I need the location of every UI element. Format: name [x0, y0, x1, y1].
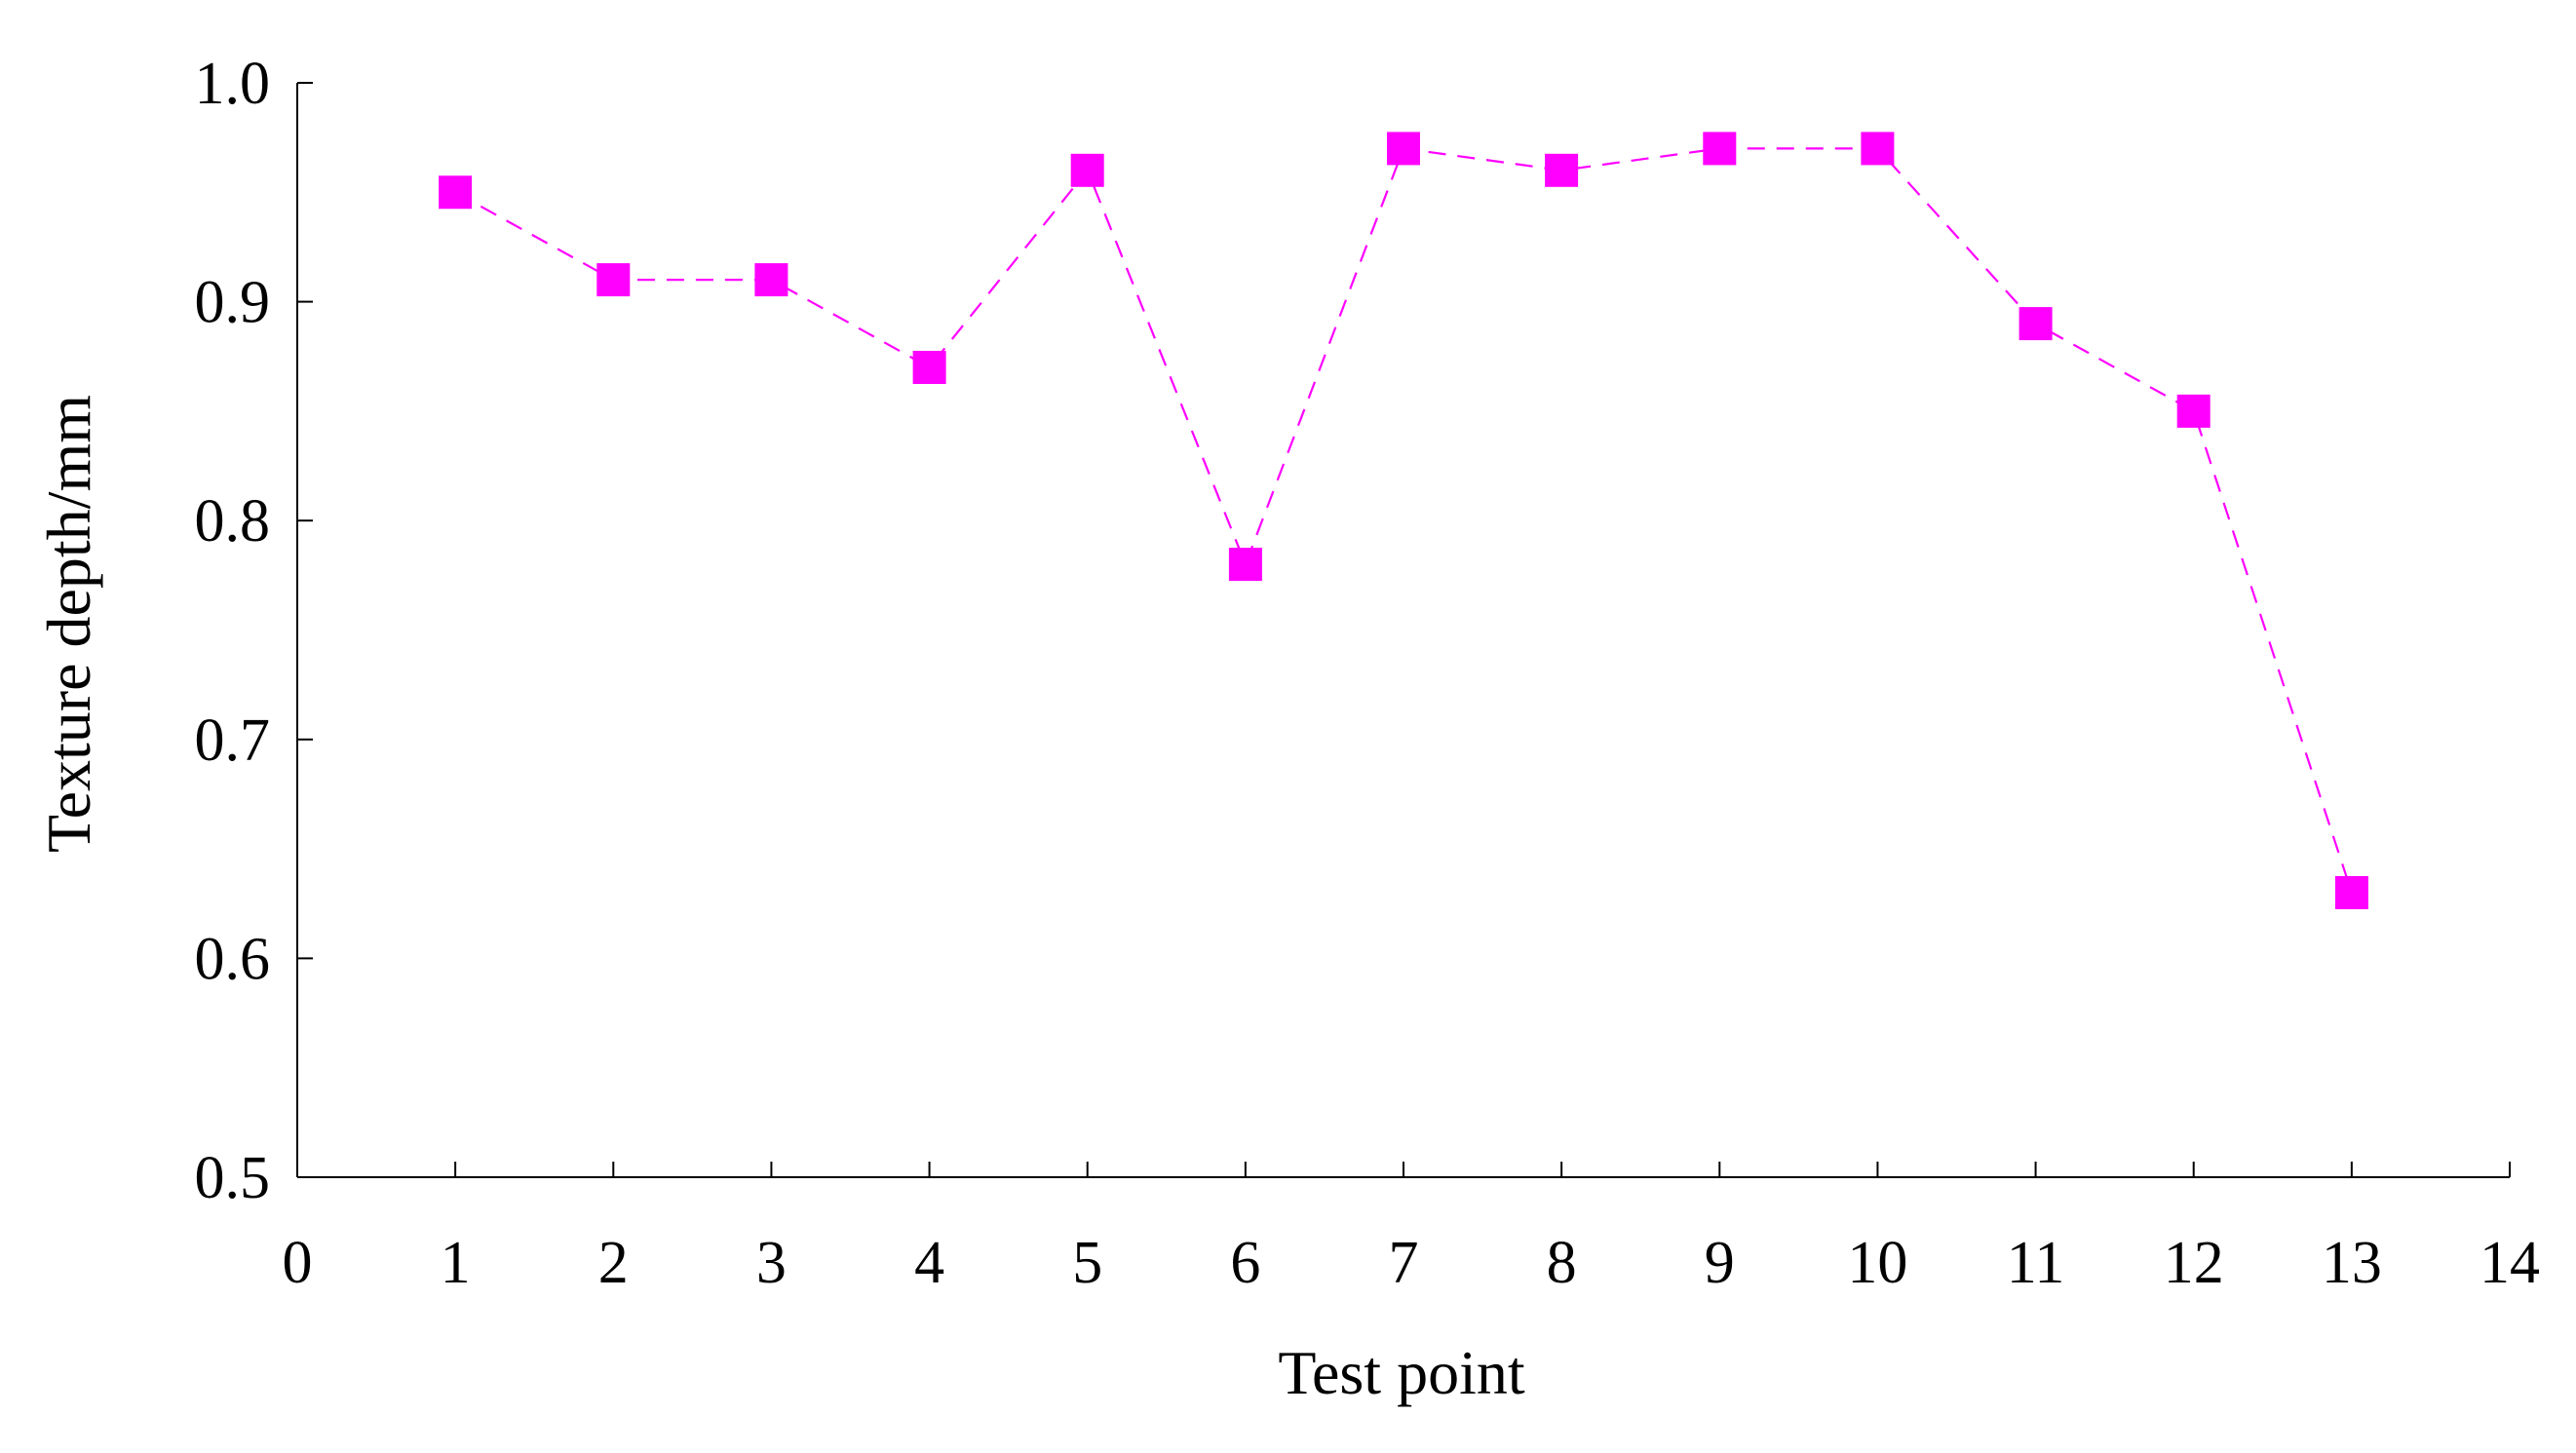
x-tick-label: 4 — [914, 1230, 944, 1296]
data-point-marker — [1861, 132, 1895, 166]
x-tick-label: 8 — [1547, 1230, 1577, 1296]
y-axis-title: Texture depth/mm — [34, 395, 103, 853]
data-point-marker — [1545, 153, 1579, 187]
x-tick-label: 5 — [1072, 1230, 1102, 1296]
x-tick-label: 9 — [1705, 1230, 1735, 1296]
data-point-marker — [2334, 876, 2368, 909]
ticks: 0.50.60.70.80.91.00 1 2 3 4 5 6 7 8 9 10 11 12 13 14 — [195, 51, 2541, 1296]
x-tick-label: 14 — [2480, 1230, 2540, 1296]
y-tick-label: 0.7 — [195, 707, 271, 774]
x-tick-label: 10 — [1847, 1230, 1907, 1296]
x-tick-label: 1 — [441, 1230, 471, 1296]
x-tick-label: 3 — [756, 1230, 787, 1296]
data-point-marker — [2019, 307, 2053, 341]
series-line — [454, 147, 2353, 894]
data-point-marker — [596, 263, 631, 297]
data-point-marker — [2176, 394, 2211, 428]
x-tick-label: 13 — [2322, 1230, 2382, 1296]
data-point-marker — [1387, 132, 1420, 166]
y-tick-label: 1.0 — [195, 51, 271, 117]
y-tick-label: 0.5 — [195, 1145, 271, 1211]
axes — [296, 83, 2510, 1178]
y-tick-label: 0.8 — [195, 488, 271, 554]
x-axis-title: Test point — [1278, 1338, 1525, 1407]
x-tick-label: 6 — [1230, 1230, 1260, 1296]
data-point-marker — [1703, 132, 1737, 166]
data-point-marker — [439, 175, 473, 210]
y-tick-label: 0.9 — [195, 270, 271, 336]
x-tick-label: 2 — [598, 1230, 629, 1296]
x-tick-label: 12 — [2164, 1230, 2224, 1296]
x-tick-label: 11 — [2007, 1230, 2065, 1296]
x-tick-label: 0 — [283, 1230, 313, 1296]
data-point-marker — [912, 351, 946, 384]
data-point-marker — [754, 263, 788, 297]
data-point-marker — [1070, 153, 1104, 187]
data-point-marker — [1228, 548, 1262, 582]
y-tick-label: 0.6 — [195, 926, 271, 992]
series — [439, 132, 2368, 909]
x-tick-label: 7 — [1389, 1230, 1419, 1296]
